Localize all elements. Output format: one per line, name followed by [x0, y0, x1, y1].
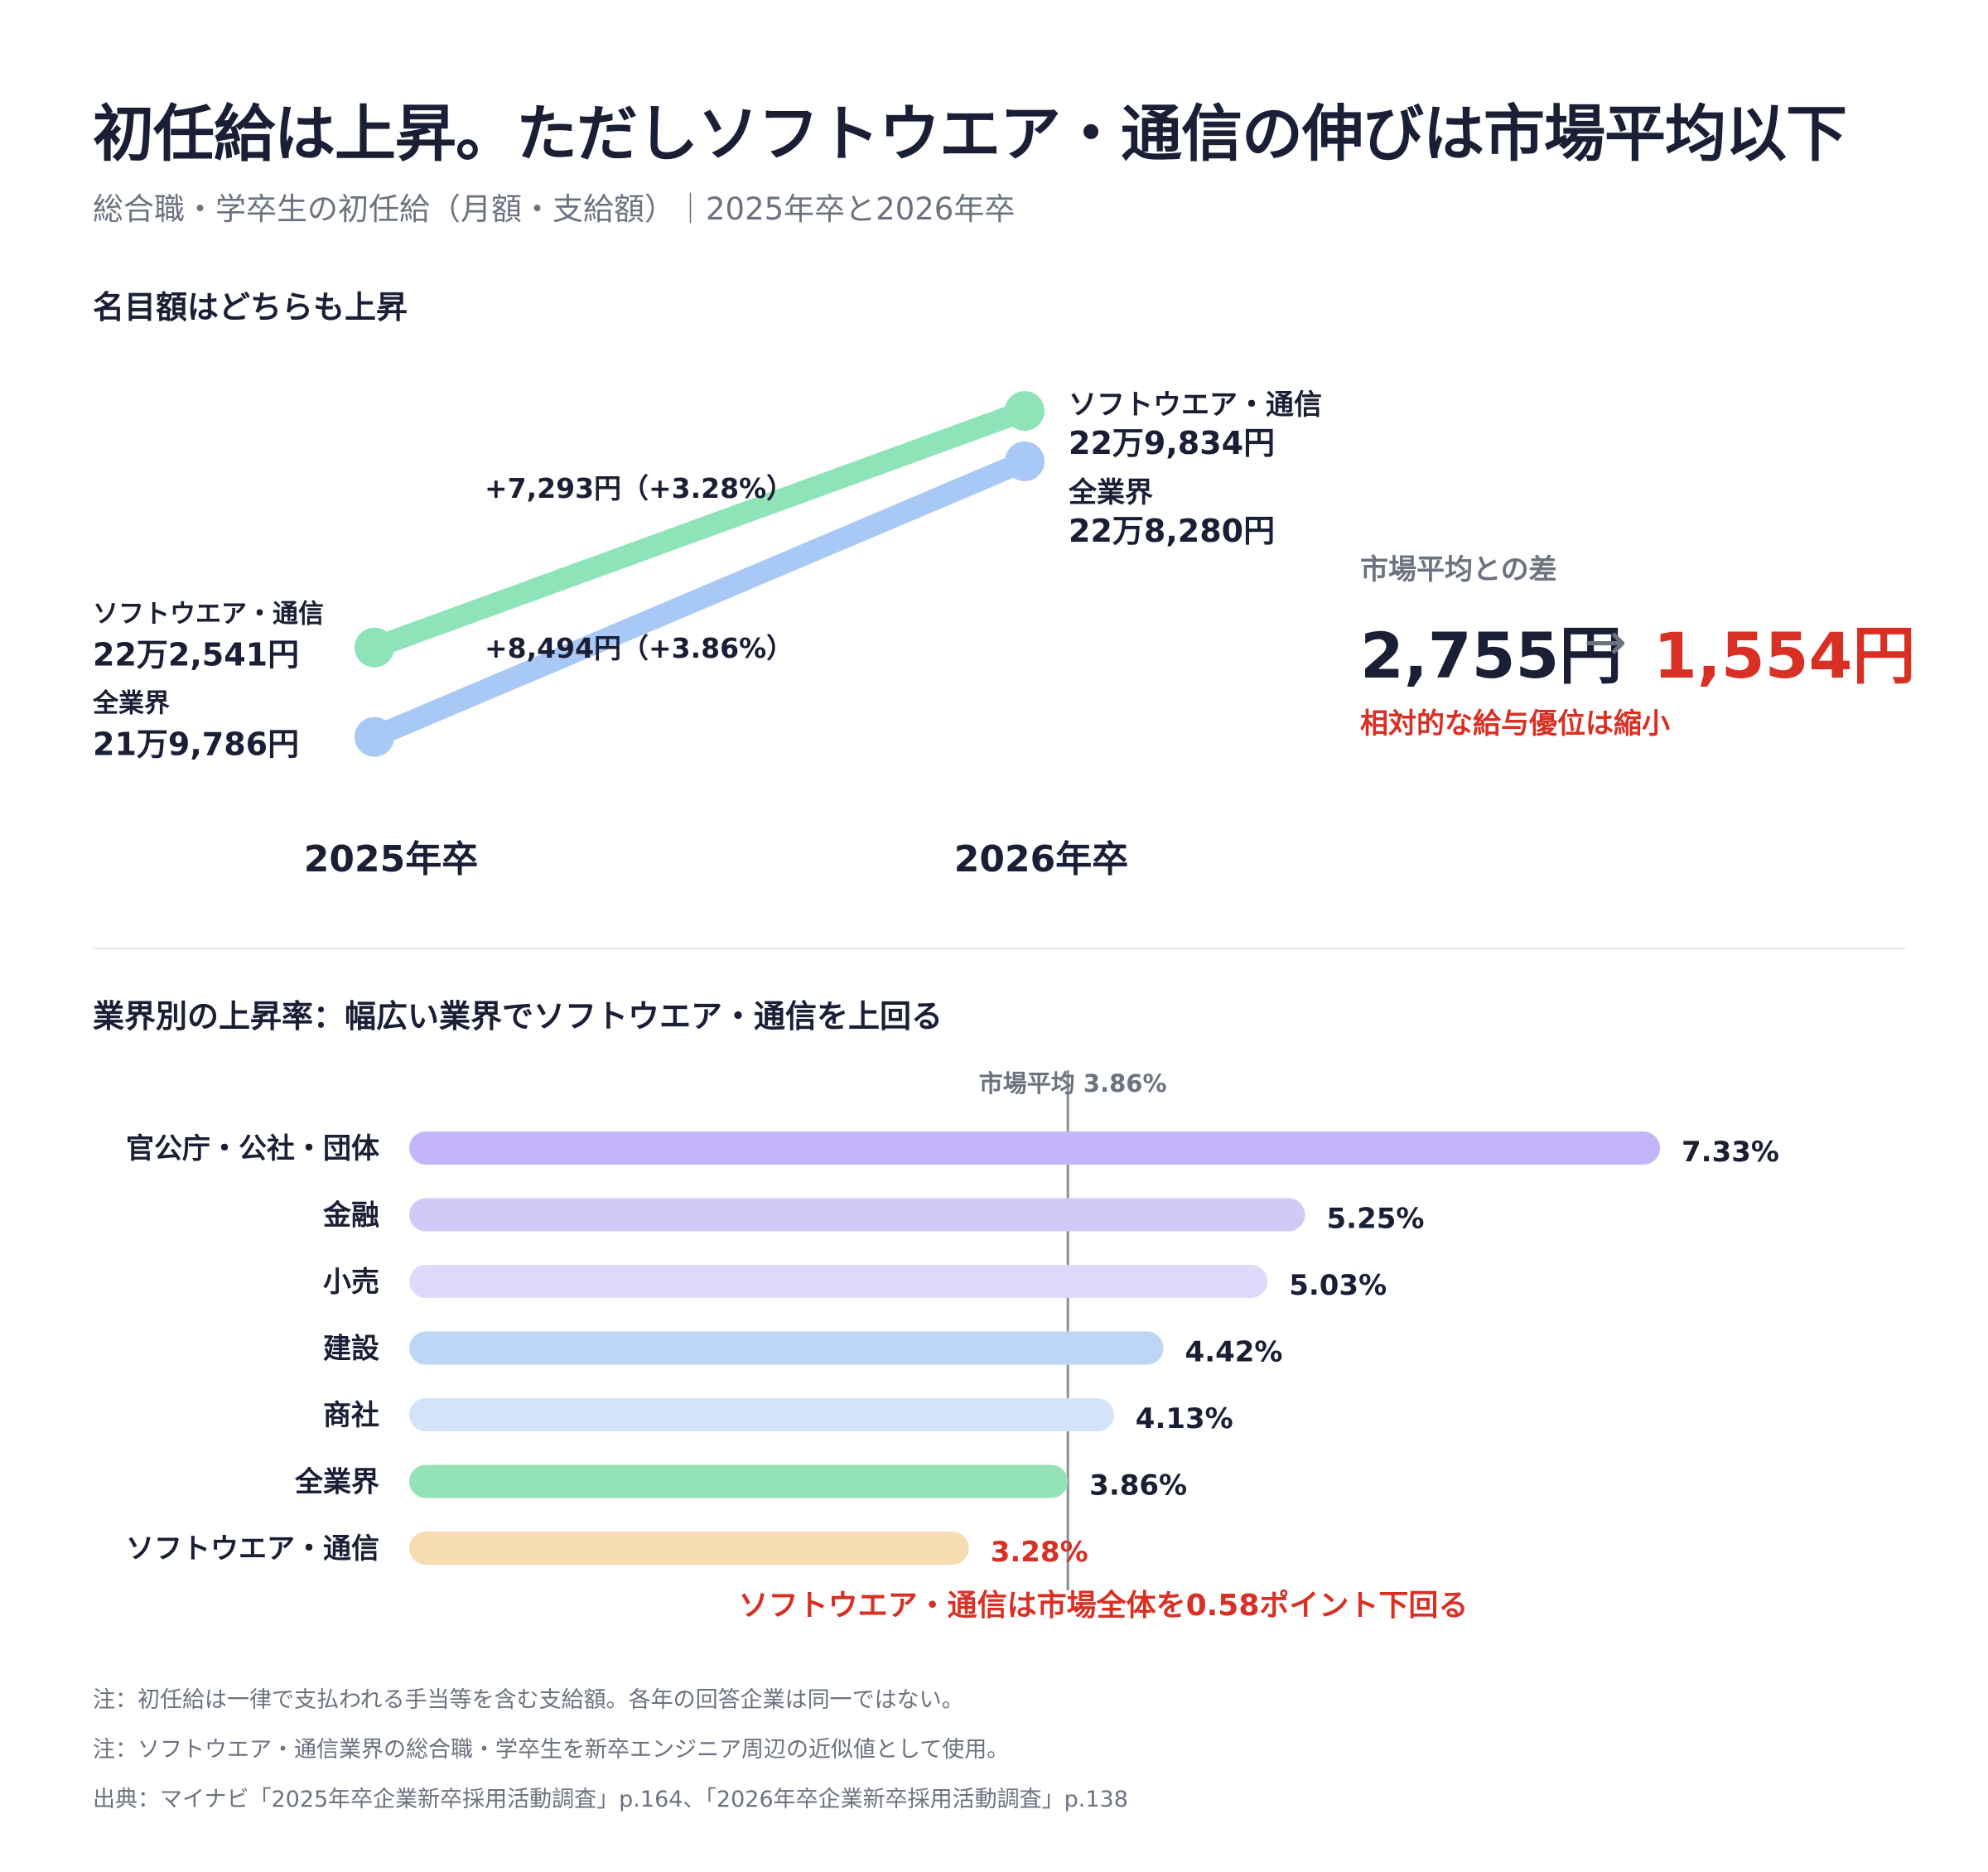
bar-3 — [409, 1331, 1164, 1365]
bar-4 — [409, 1398, 1114, 1431]
series-name-right-0: ソフトウエア・通信 — [1069, 388, 1322, 422]
slope-chart: 2025年卒 2026年卒ソフトウエア・通信22万2,541円ソフトウエア・通信2… — [92, 388, 1322, 881]
series-point-1-0 — [355, 716, 394, 757]
value-label-4: 4.13% — [1136, 1402, 1233, 1435]
series-name-right-1: 全業界 — [1068, 476, 1153, 509]
page-title: 初任給は上昇。ただしソフトウエア・通信の伸びは市場平均以下 — [93, 99, 1847, 170]
bar-annotation: ソフトウエア・通信は市場全体を0.58ポイント下回る — [739, 1588, 1469, 1623]
market-gap-caption: 相対的な給与優位は縮小 — [1360, 707, 1670, 741]
change-label-1: +8,494円（+3.86%） — [485, 632, 794, 664]
category-label-3: 建設 — [323, 1333, 379, 1366]
series-point-0-0 — [355, 627, 394, 668]
value-label-3: 4.42% — [1185, 1336, 1283, 1369]
value-label-6: 3.28% — [991, 1536, 1088, 1569]
x-axis-label-0: 2025年卒 — [304, 838, 478, 881]
x-axis-label-1: 2026年卒 — [954, 838, 1128, 881]
series-line-0 — [364, 400, 1035, 659]
bar-0 — [409, 1131, 1660, 1165]
category-label-6: ソフトウエア・通信 — [126, 1532, 379, 1566]
section-title-nominal: 名目額はどちらも上昇 — [93, 289, 408, 326]
value-label-1: 5.25% — [1327, 1203, 1425, 1236]
value-label-2: 5.03% — [1289, 1269, 1387, 1302]
growth-bar-chart: 市場平均 3.86% 官公庁・公社・団体 7.33% 金融 5.25% 小売 5.03% 建設… — [126, 1069, 1779, 1623]
right-arrow-icon: → — [1584, 611, 1627, 672]
section-divider — [93, 948, 1905, 949]
category-label-4: 商社 — [323, 1399, 379, 1432]
page-subtitle: 総合職・学卒生の初任給（月額・支給額）｜2025年卒と2026年卒 — [93, 191, 1016, 227]
value-label-left-1: 21万9,786円 — [93, 726, 299, 763]
market-gap-label: 市場平均との差 — [1360, 553, 1557, 586]
series-line-1 — [364, 450, 1035, 748]
market-gap-after: 1,554円 — [1653, 619, 1916, 692]
value-label-left-0: 22万2,541円 — [93, 637, 299, 673]
category-label-2: 小売 — [323, 1266, 379, 1299]
note-2: 注：ソフトウエア・通信業界の総合職・学卒生を新卒エンジニア周辺の近似値として使用… — [93, 1737, 1010, 1763]
value-label-5: 3.86% — [1089, 1469, 1187, 1503]
value-label-0: 7.33% — [1682, 1136, 1779, 1169]
category-label-0: 官公庁・公社・団体 — [126, 1132, 379, 1165]
source-note: 出典：マイナビ「2025年卒企業新卒採用活動調査」p.164、「2026年卒企業… — [93, 1787, 1128, 1812]
change-label-0: +7,293円（+3.28%） — [485, 472, 794, 504]
bar-1 — [409, 1198, 1305, 1232]
series-point-1-1 — [1005, 441, 1045, 481]
series-name-left-0: ソフトウエア・通信 — [93, 600, 324, 630]
bar-2 — [409, 1265, 1268, 1298]
series-name-left-1: 全業界 — [92, 689, 170, 719]
note-1: 注：初任給は一律で支払われる手当等を含む支給額。各年の回答企業は同一ではない。 — [93, 1687, 964, 1713]
reference-line-label: 市場平均 3.86% — [979, 1069, 1167, 1098]
category-label-5: 全業界 — [294, 1466, 379, 1499]
bar-6 — [409, 1532, 969, 1565]
section-title-growth: 業界別の上昇率：幅広い業界でソフトウエア・通信を上回る — [93, 998, 943, 1035]
bar-5 — [409, 1464, 1069, 1498]
category-label-1: 金融 — [322, 1199, 379, 1233]
value-label-right-1: 22万8,280円 — [1069, 513, 1275, 549]
series-point-0-1 — [1005, 391, 1045, 432]
value-label-right-0: 22万9,834円 — [1069, 425, 1275, 461]
market-gap-before: 2,755円 — [1360, 619, 1623, 692]
